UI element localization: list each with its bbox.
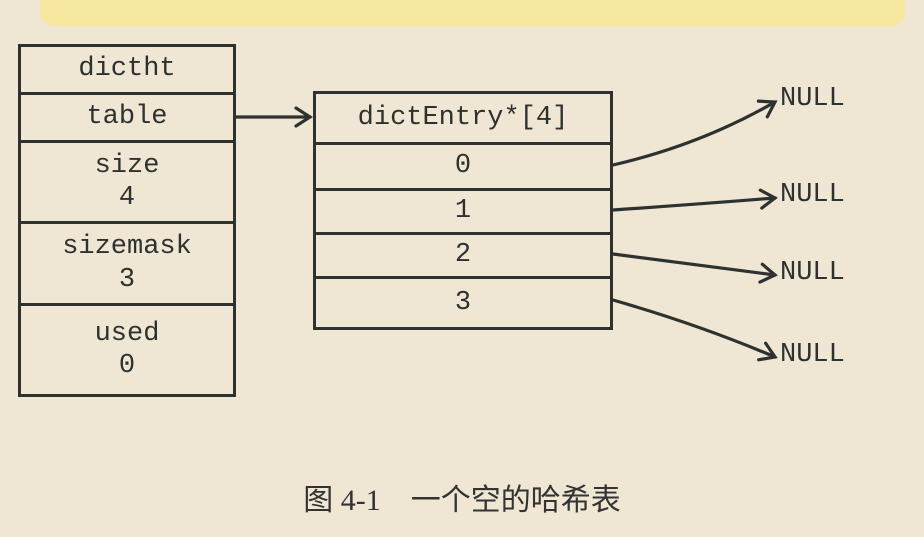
struct-cell-text: 2 <box>455 239 471 271</box>
struct-cell-text: dictEntry*[4] <box>358 102 569 134</box>
dictht-struct: dicthttablesize4sizemask3used0 <box>18 44 236 397</box>
struct-row: used0 <box>21 306 233 394</box>
struct-row: table <box>21 95 233 143</box>
struct-cell-text: 1 <box>455 195 471 227</box>
struct-row: size4 <box>21 143 233 224</box>
struct-cell-text: sizemask <box>62 231 192 263</box>
struct-cell-text: size <box>95 150 160 182</box>
struct-cell-text: 3 <box>455 287 471 319</box>
dictentry-array: dictEntry*[4] 0 1 2 3 <box>313 91 613 330</box>
struct-cell-text: 0 <box>119 350 135 382</box>
caption-text: 图 4-1 一个空的哈希表 <box>303 484 621 517</box>
struct-row: dictEntry*[4] <box>316 94 610 145</box>
null-label: NULL <box>780 84 845 114</box>
struct-cell-text: table <box>86 101 167 133</box>
struct-cell-text: used <box>95 318 160 350</box>
highlight-bar <box>40 0 905 26</box>
null-label: NULL <box>780 258 845 288</box>
struct-row: 0 <box>316 145 610 191</box>
struct-cell-text: 3 <box>119 264 135 296</box>
struct-cell-text: dictht <box>78 53 175 85</box>
null-label: NULL <box>780 180 845 210</box>
struct-row: 1 <box>316 191 610 235</box>
struct-row: sizemask3 <box>21 224 233 306</box>
null-label: NULL <box>780 340 845 370</box>
figure-caption: 图 4-1 一个空的哈希表 <box>0 475 924 519</box>
struct-cell-text: 4 <box>119 182 135 214</box>
struct-row: 3 <box>316 279 610 327</box>
struct-cell-text: 0 <box>455 150 471 182</box>
struct-row: dictht <box>21 47 233 95</box>
struct-row: 2 <box>316 235 610 279</box>
